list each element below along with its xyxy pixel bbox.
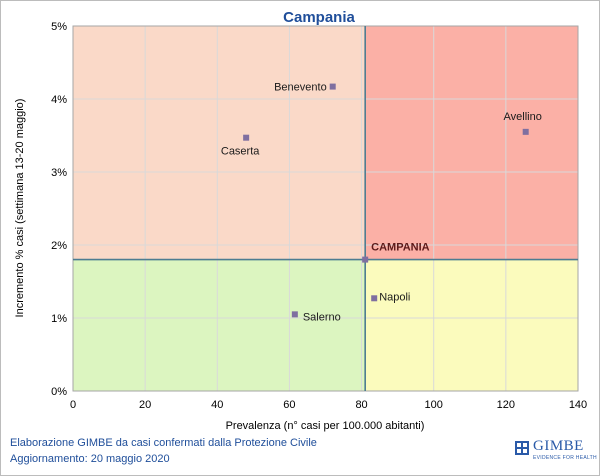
logo-tagline: EVIDENCE FOR HEALTH: [533, 455, 597, 461]
gimbe-logo-icon: [515, 441, 529, 455]
y-axis-ticks: 0% 1% 2% 3% 4% 5%: [51, 21, 67, 398]
quadrant-top-right: [365, 26, 578, 260]
y-tick-label: 3%: [51, 167, 67, 179]
reference-label: CAMPANIA: [371, 242, 430, 254]
x-tick-label: 100: [425, 399, 443, 411]
footer-update: Aggiornamento: 20 maggio 2020: [10, 453, 170, 465]
quadrant-bottom-left: [73, 259, 366, 391]
x-tick-label: 140: [569, 399, 587, 411]
y-tick-label: 5%: [51, 21, 67, 33]
data-label-napoli: Napoli: [379, 291, 410, 303]
data-label-benevento: Benevento: [274, 82, 327, 94]
data-label-caserta: Caserta: [221, 146, 260, 158]
y-tick-label: 0%: [51, 386, 67, 398]
x-axis-ticks: 0 20 40 60 80 100 120 140: [70, 399, 587, 411]
data-label-avellino: Avellino: [504, 111, 542, 123]
data-point-benevento: [329, 83, 336, 90]
data-point-caserta: [243, 134, 250, 141]
plot-border: [72, 25, 579, 392]
y-tick-label: 2%: [51, 240, 67, 252]
x-axis-label: Prevalenza (n° casi per 100.000 abitanti…: [226, 420, 425, 432]
data-point-avellino: [522, 128, 529, 135]
y-tick-label: 4%: [51, 94, 67, 106]
x-tick-label: 80: [355, 399, 367, 411]
data-point-salerno: [291, 311, 298, 318]
footer-source: Elaborazione GIMBE da casi confermati da…: [10, 437, 317, 449]
quadrant-top-left: [73, 26, 366, 260]
data-point-napoli: [371, 295, 378, 302]
x-tick-label: 20: [139, 399, 151, 411]
gimbe-logo: GIMBE EVIDENCE FOR HEALTH: [511, 438, 597, 468]
x-tick-label: 40: [211, 399, 223, 411]
data-label-salerno: Salerno: [303, 311, 341, 323]
reference-point: [362, 256, 369, 263]
logo-name: GIMBE: [533, 438, 584, 454]
x-tick-label: 0: [70, 399, 76, 411]
chart-title: Campania: [283, 9, 355, 26]
y-axis-label: Incremento % casi (settimana 13-20 maggi…: [14, 99, 26, 318]
x-tick-label: 120: [497, 399, 515, 411]
data-points: Benevento Caserta Avellino Salerno Napoli: [221, 82, 542, 324]
quadrant-bottom-right: [365, 259, 578, 391]
x-tick-label: 60: [283, 399, 295, 411]
y-tick-label: 1%: [51, 313, 67, 325]
